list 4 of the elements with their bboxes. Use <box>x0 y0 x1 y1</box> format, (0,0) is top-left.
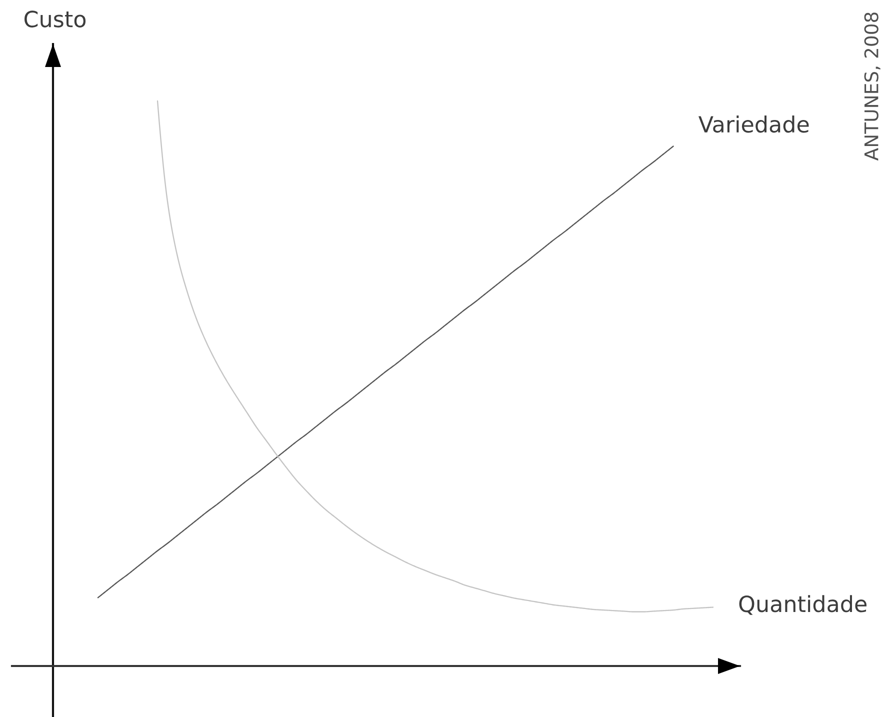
y-axis-title: Custo <box>24 10 86 28</box>
series-label: Variedade <box>698 116 809 133</box>
text: ANTUNES, 2008 <box>864 12 880 161</box>
series-label: Quantidade <box>739 595 866 615</box>
